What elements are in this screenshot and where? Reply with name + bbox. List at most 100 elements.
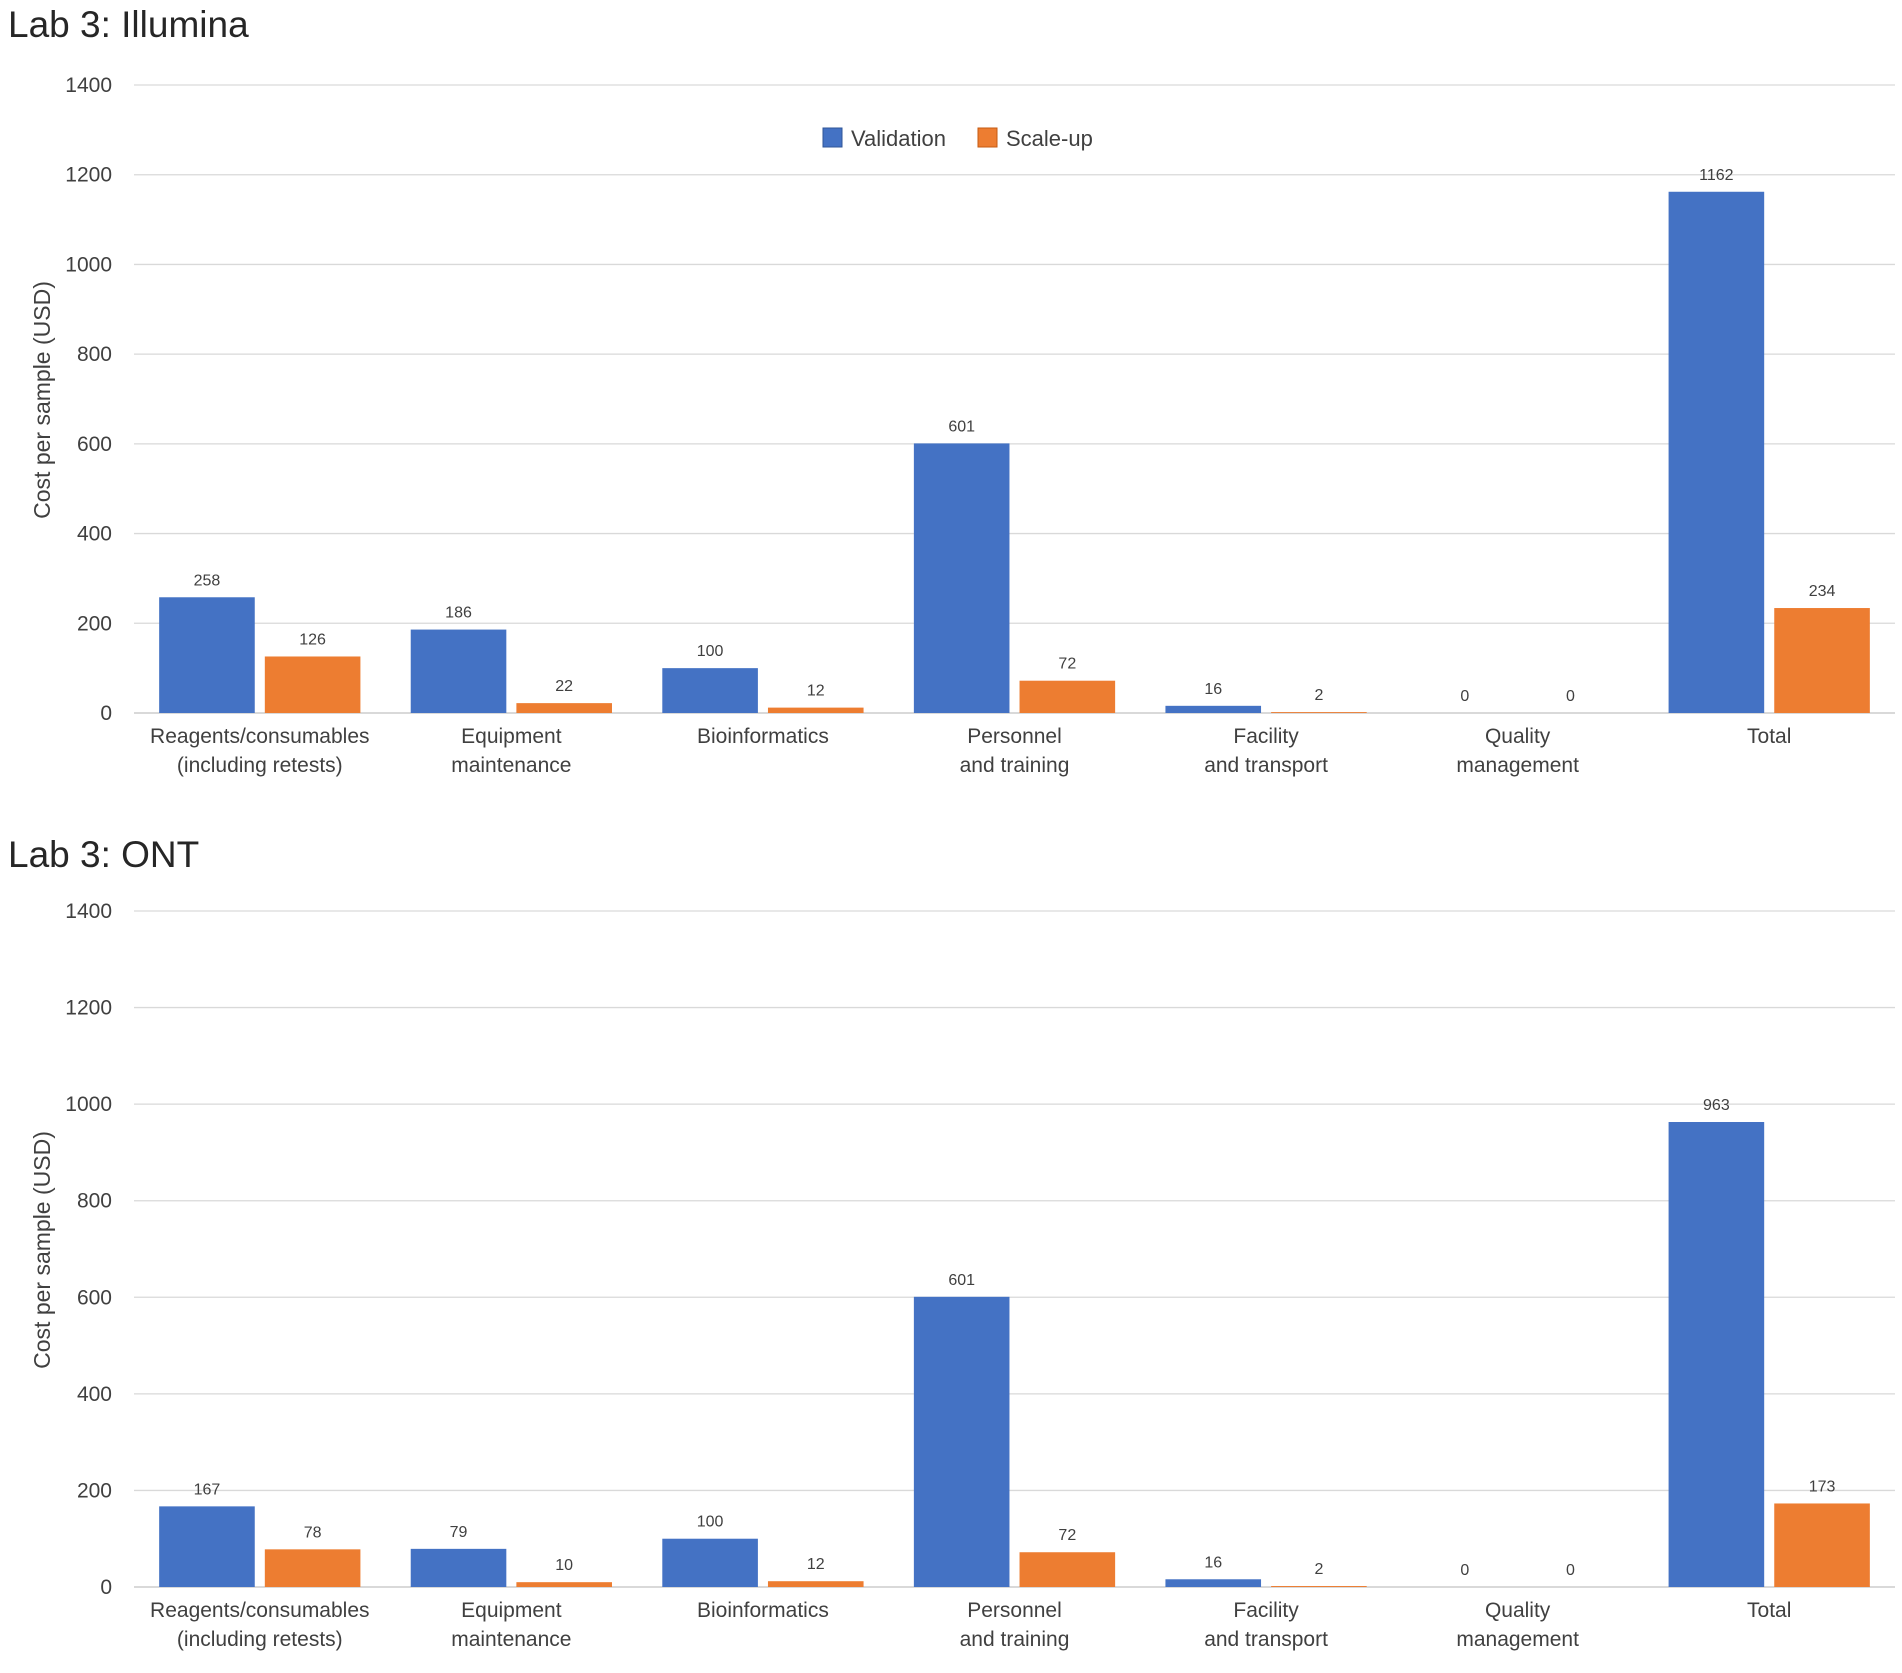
data-label: 12 bbox=[807, 683, 825, 700]
y-tick-label: 800 bbox=[77, 1190, 112, 1213]
scaleup-bar bbox=[1019, 1552, 1116, 1587]
illumina-bar-chart: 0 200 400 600 800 1000 12 0 0 1400 Cost per sample… bbox=[29, 74, 1895, 777]
y-tick-label: 600 bbox=[77, 433, 112, 456]
data-label: 100 bbox=[697, 1514, 724, 1531]
y-tick-label: 1000 bbox=[65, 1093, 112, 1116]
y-tick-label: 1200 bbox=[65, 997, 112, 1020]
data-label: 16 bbox=[1204, 681, 1222, 698]
y-tick-label: 1400 bbox=[65, 74, 112, 97]
x-category-label: Bioinformatics bbox=[697, 1599, 829, 1622]
validation-bar bbox=[159, 597, 255, 713]
validation-bar bbox=[1668, 191, 1765, 713]
data-label: 1162 bbox=[1699, 167, 1734, 184]
legend-swatch-scaleup bbox=[977, 127, 998, 148]
x-category-label: Reagents/consumables bbox=[150, 1599, 369, 1622]
x-category-label: Personnel bbox=[967, 1599, 1062, 1622]
data-label: 2 bbox=[1314, 1561, 1323, 1578]
data-label: 72 bbox=[1058, 1527, 1076, 1544]
legend-label-scaleup: Scale-up bbox=[1006, 126, 1093, 151]
x-category-label: Facility bbox=[1233, 725, 1299, 748]
data-label: 10 bbox=[555, 1557, 573, 1574]
data-label: 258 bbox=[194, 572, 221, 589]
x-category-label: Facility bbox=[1233, 1599, 1299, 1622]
x-category-label: Total bbox=[1747, 725, 1791, 748]
x-category-label: management bbox=[1456, 1628, 1579, 1651]
scaleup-bar bbox=[516, 1582, 612, 1587]
y-tick-label: 200 bbox=[77, 612, 112, 635]
x-category-label: and training bbox=[960, 754, 1070, 777]
scaleup-bar bbox=[767, 1581, 864, 1587]
y-tick-label: 1400 bbox=[65, 900, 112, 923]
scaleup-bar bbox=[264, 1549, 361, 1587]
data-label: 79 bbox=[450, 1524, 468, 1541]
y-tick-label: 1000 bbox=[65, 253, 112, 276]
scaleup-bar bbox=[516, 703, 612, 713]
validation-bar bbox=[159, 1506, 255, 1587]
scaleup-bar bbox=[767, 707, 864, 713]
x-category-label: Total bbox=[1747, 1599, 1791, 1622]
x-category-label: (including retests) bbox=[177, 1628, 343, 1651]
data-label: 0 bbox=[1460, 1562, 1469, 1579]
chart-title: Lab 3: Illumina bbox=[8, 4, 249, 45]
legend-swatch-validation bbox=[822, 127, 843, 148]
x-category-label: (including retests) bbox=[177, 754, 343, 777]
validation-bar bbox=[1165, 705, 1262, 713]
scaleup-bar bbox=[1019, 680, 1116, 713]
validation-bar bbox=[410, 1548, 507, 1587]
x-category-label: Bioinformatics bbox=[697, 725, 829, 748]
y-tick-label: 0 bbox=[100, 1576, 112, 1599]
y-tick-label: 400 bbox=[77, 1383, 112, 1406]
legend-label-validation: Validation bbox=[851, 126, 946, 151]
data-label: 72 bbox=[1058, 656, 1076, 673]
scaleup-bar bbox=[1271, 712, 1367, 713]
data-label: 12 bbox=[807, 1556, 825, 1573]
data-label: 2 bbox=[1314, 687, 1323, 704]
chart-title: Lab 3: ONT bbox=[8, 834, 200, 875]
data-label: 167 bbox=[194, 1481, 221, 1498]
y-axis-label: Cost per sample (USD) bbox=[29, 281, 55, 519]
x-category-label: and transport bbox=[1204, 1628, 1328, 1651]
y-tick-label: 200 bbox=[77, 1479, 112, 1502]
data-label: 601 bbox=[948, 1272, 975, 1289]
validation-bar bbox=[410, 629, 507, 713]
x-category-label: management bbox=[1456, 754, 1579, 777]
y-tick-label: 0 bbox=[100, 702, 112, 725]
validation-bar bbox=[913, 443, 1010, 713]
x-category-label: and transport bbox=[1204, 754, 1328, 777]
data-label: 78 bbox=[304, 1524, 322, 1541]
x-category-label: Reagents/consumables bbox=[150, 725, 369, 748]
data-label: 0 bbox=[1566, 1562, 1575, 1579]
ont-chart-panel: Lab 3: ONT 0 200 400 600 800 1000 1200 1400 Cost… bbox=[0, 830, 1902, 1673]
scaleup-bar bbox=[1774, 1503, 1870, 1587]
data-label: 173 bbox=[1809, 1478, 1836, 1495]
validation-bar bbox=[913, 1296, 1010, 1587]
x-category-label: Personnel bbox=[967, 725, 1062, 748]
x-category-label: Equipment bbox=[461, 725, 562, 748]
y-tick-label: 600 bbox=[77, 1286, 112, 1309]
illumina-chart-panel: Lab 3: Illumina 0 200 400 600 800 1000 12 0 0 140… bbox=[0, 0, 1902, 830]
data-label: 234 bbox=[1809, 583, 1836, 600]
x-category-label: maintenance bbox=[451, 1628, 571, 1651]
x-category-label: Equipment bbox=[461, 1599, 562, 1622]
y-tick-label: 800 bbox=[77, 343, 112, 366]
data-label: 16 bbox=[1204, 1554, 1222, 1571]
validation-bar bbox=[1165, 1579, 1262, 1587]
x-category-label: Quality bbox=[1485, 1599, 1551, 1622]
data-label: 0 bbox=[1460, 688, 1469, 705]
x-category-label: Quality bbox=[1485, 725, 1551, 748]
y-axis-label: Cost per sample (USD) bbox=[29, 1131, 55, 1369]
data-label: 126 bbox=[299, 631, 326, 648]
validation-bar bbox=[662, 1538, 758, 1587]
data-label: 22 bbox=[555, 678, 573, 695]
data-label: 601 bbox=[948, 418, 975, 435]
y-tick-label: 400 bbox=[77, 523, 112, 546]
data-label: 186 bbox=[445, 605, 472, 622]
x-category-label: maintenance bbox=[451, 754, 571, 777]
scaleup-bar bbox=[1774, 608, 1870, 713]
x-category-label: and training bbox=[960, 1628, 1070, 1651]
data-label: 0 bbox=[1566, 688, 1575, 705]
validation-bar bbox=[1668, 1122, 1765, 1587]
scaleup-bar bbox=[264, 656, 361, 713]
validation-bar bbox=[662, 668, 758, 713]
